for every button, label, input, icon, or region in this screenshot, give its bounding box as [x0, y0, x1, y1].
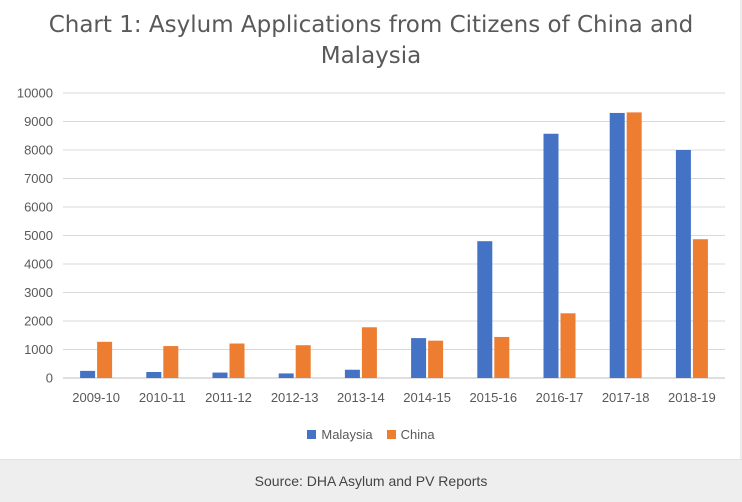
- x-tick-label-2014-15: 2014-15: [403, 390, 451, 405]
- bar-china-2011-12: [229, 343, 245, 378]
- bar-china-2015-16: [494, 336, 510, 378]
- legend: Malaysia China: [0, 427, 742, 442]
- y-tick-label-9000: 9000: [24, 114, 53, 129]
- y-tick-label-10000: 10000: [17, 86, 53, 101]
- chart-title: Chart 1: Asylum Applications from Citize…: [48, 12, 694, 69]
- bar-malaysia-2017-18: [609, 112, 625, 378]
- bar-china-2018-19: [692, 239, 708, 378]
- bar-malaysia-2012-13: [278, 373, 294, 378]
- image-caption: Source: DHA Asylum and PV Reports: [0, 459, 742, 502]
- x-tick-label-2009-10: 2009-10: [72, 390, 120, 405]
- legend-swatch-malaysia: [307, 430, 317, 439]
- y-tick-label-3000: 3000: [24, 285, 53, 300]
- x-tick-label-2013-14: 2013-14: [337, 390, 385, 405]
- bar-malaysia-2011-12: [212, 372, 228, 378]
- x-tick-label-2018-19: 2018-19: [668, 390, 716, 405]
- bar-malaysia-2016-17: [543, 133, 559, 378]
- chart-area: Chart 1: Asylum Applications from Citize…: [0, 0, 742, 459]
- y-tick-label-8000: 8000: [24, 143, 53, 158]
- y-tick-label-2000: 2000: [24, 314, 53, 329]
- y-tick-label-1000: 1000: [24, 342, 53, 357]
- caption-text: Source: DHA Asylum and PV Reports: [254, 473, 488, 489]
- legend-item-malaysia: Malaysia: [307, 427, 373, 442]
- bar-malaysia-2009-10: [80, 370, 96, 378]
- legend-label-china: China: [400, 427, 435, 442]
- y-tick-label-7000: 7000: [24, 171, 53, 186]
- y-tick-label-5000: 5000: [24, 228, 53, 243]
- bar-malaysia-2014-15: [411, 338, 427, 378]
- x-tick-label-2016-17: 2016-17: [536, 390, 584, 405]
- bar-malaysia-2018-19: [675, 150, 691, 378]
- bar-malaysia-2015-16: [477, 241, 493, 378]
- legend-swatch-china: [386, 430, 396, 439]
- y-tick-label-0: 0: [46, 371, 53, 386]
- x-tick-label-2012-13: 2012-13: [271, 390, 319, 405]
- y-tick-label-6000: 6000: [24, 200, 53, 215]
- bar-china-2016-17: [560, 313, 576, 378]
- bar-china-2009-10: [97, 341, 113, 378]
- panel-border: [740, 0, 742, 459]
- y-tick-label-4000: 4000: [24, 257, 53, 272]
- bar-china-2014-15: [428, 340, 444, 378]
- bar-china-2013-14: [361, 327, 377, 378]
- legend-item-china: China: [386, 427, 435, 442]
- x-tick-label-2010-11: 2010-11: [139, 390, 186, 405]
- bar-china-2017-18: [626, 112, 642, 378]
- bar-china-2012-13: [295, 345, 311, 378]
- x-tick-label-2017-18: 2017-18: [602, 390, 650, 405]
- bar-china-2010-11: [163, 346, 179, 378]
- x-tick-label-2011-12: 2011-12: [205, 390, 252, 405]
- x-tick-label-2015-16: 2015-16: [469, 390, 517, 405]
- legend-label-malaysia: Malaysia: [321, 427, 373, 442]
- bar-malaysia-2013-14: [344, 369, 360, 378]
- bar-malaysia-2010-11: [146, 372, 162, 378]
- bar-chart: 0 1000 2000 3000 4000 5000 6000 7000 8000 9000 100…: [17, 86, 725, 405]
